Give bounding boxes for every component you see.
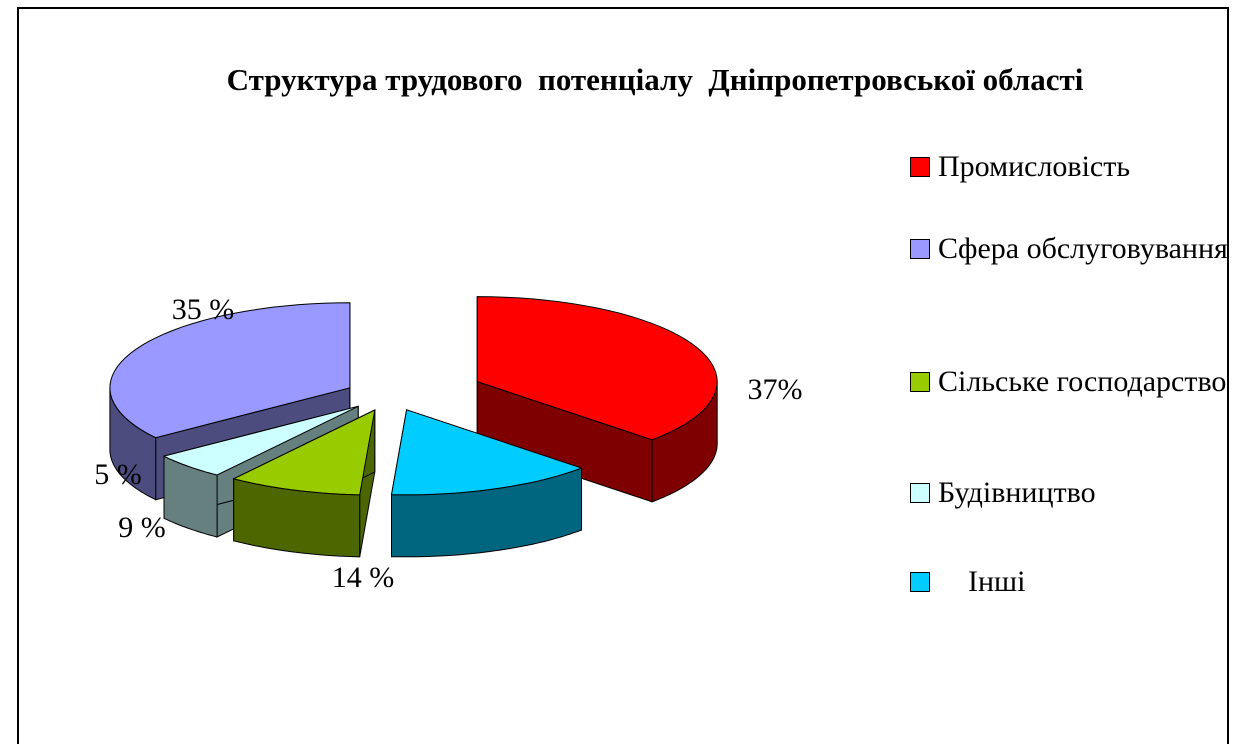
- legend-item: Інші: [910, 560, 1230, 604]
- slice: [162, 405, 359, 476]
- data-label: 14 %: [332, 561, 395, 594]
- slice: [476, 296, 718, 441]
- slice: [109, 302, 351, 439]
- legend-item: Промисловість: [910, 145, 1230, 189]
- data-label: 5 %: [94, 458, 142, 491]
- legend-label: Сфера обслуговування: [938, 232, 1228, 265]
- data-label: 37%: [748, 373, 803, 406]
- legend-swatch: [910, 483, 930, 503]
- slice: [232, 409, 376, 496]
- legend-label: Будівництво: [938, 476, 1096, 509]
- legend-item: Будівництво: [910, 471, 1230, 515]
- data-label: 35 %: [172, 293, 235, 326]
- legend-label: Промисловість: [938, 150, 1131, 183]
- legend-swatch: [910, 572, 930, 592]
- legend-swatch: [910, 372, 930, 392]
- data-label: 9 %: [118, 511, 166, 544]
- legend-swatch: [910, 157, 930, 177]
- chart-border: [17, 7, 1229, 744]
- legend-label: Сільське господарство: [938, 365, 1227, 398]
- legend-item: Сільське господарство: [910, 360, 1230, 404]
- slice: [390, 409, 583, 496]
- chart-title: Структура трудового потенціалу Дніпропет…: [227, 62, 1084, 97]
- legend-label: Інші: [968, 565, 1026, 598]
- legend-item: Сфера обслуговування: [910, 227, 1230, 271]
- legend-swatch: [910, 239, 930, 259]
